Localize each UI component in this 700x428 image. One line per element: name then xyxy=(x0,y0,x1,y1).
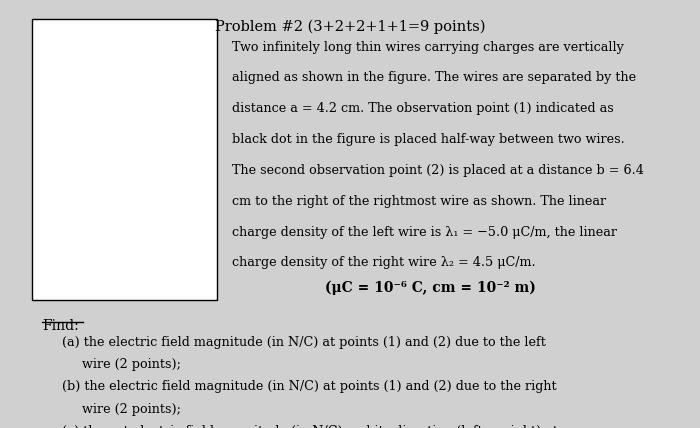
Text: (c) the net electric field magnitude (in N/C) and its direction (left or right) : (c) the net electric field magnitude (in… xyxy=(62,425,558,428)
Text: (b) the electric field magnitude (in N/C) at points (1) and (2) due to the right: (b) the electric field magnitude (in N/C… xyxy=(62,380,556,393)
Text: charge density of the right wire λ₂ = 4.5 μC/m.: charge density of the right wire λ₂ = 4.… xyxy=(232,256,536,269)
Text: b: b xyxy=(139,187,146,196)
Text: Two infinitely long thin wires carrying charges are vertically: Two infinitely long thin wires carrying … xyxy=(232,41,624,54)
Text: cm to the right of the rightmost wire as shown. The linear: cm to the right of the rightmost wire as… xyxy=(232,195,606,208)
Text: (a) the electric field magnitude (in N/C) at points (1) and (2) due to the left: (a) the electric field magnitude (in N/C… xyxy=(62,336,545,349)
Text: aligned as shown in the figure. The wires are separated by the: aligned as shown in the figure. The wire… xyxy=(232,71,636,84)
Text: charge density of the left wire is λ₁ = −5.0 μC/m, the linear: charge density of the left wire is λ₁ = … xyxy=(232,226,617,238)
Text: x: x xyxy=(197,153,204,166)
Text: black dot in the figure is placed half-way between two wires.: black dot in the figure is placed half-w… xyxy=(232,133,625,146)
Text: distance a = 4.2 cm. The observation point (1) indicated as: distance a = 4.2 cm. The observation poi… xyxy=(232,102,614,115)
Text: $\vdash$5: $\vdash$5 xyxy=(50,287,73,301)
Bar xyxy=(116,36,123,283)
Text: wire (2 points);: wire (2 points); xyxy=(62,358,181,371)
Text: (1): (1) xyxy=(75,175,89,184)
Text: y: y xyxy=(50,25,57,39)
Text: Problem #2 (3+2+2+1+1=9 points): Problem #2 (3+2+2+1+1=9 points) xyxy=(215,19,485,34)
Text: (μC = 10⁻⁶ C, cm = 10⁻² m): (μC = 10⁻⁶ C, cm = 10⁻² m) xyxy=(325,280,536,295)
Bar xyxy=(60,36,68,283)
Text: wire (2 points);: wire (2 points); xyxy=(62,403,181,416)
Text: 4.5: 4.5 xyxy=(112,288,131,300)
Text: (2): (2) xyxy=(160,140,174,149)
Text: a: a xyxy=(101,123,107,134)
Text: The second observation point (2) is placed at a distance b = 6.4: The second observation point (2) is plac… xyxy=(232,164,644,177)
Text: Find:: Find: xyxy=(42,319,78,333)
